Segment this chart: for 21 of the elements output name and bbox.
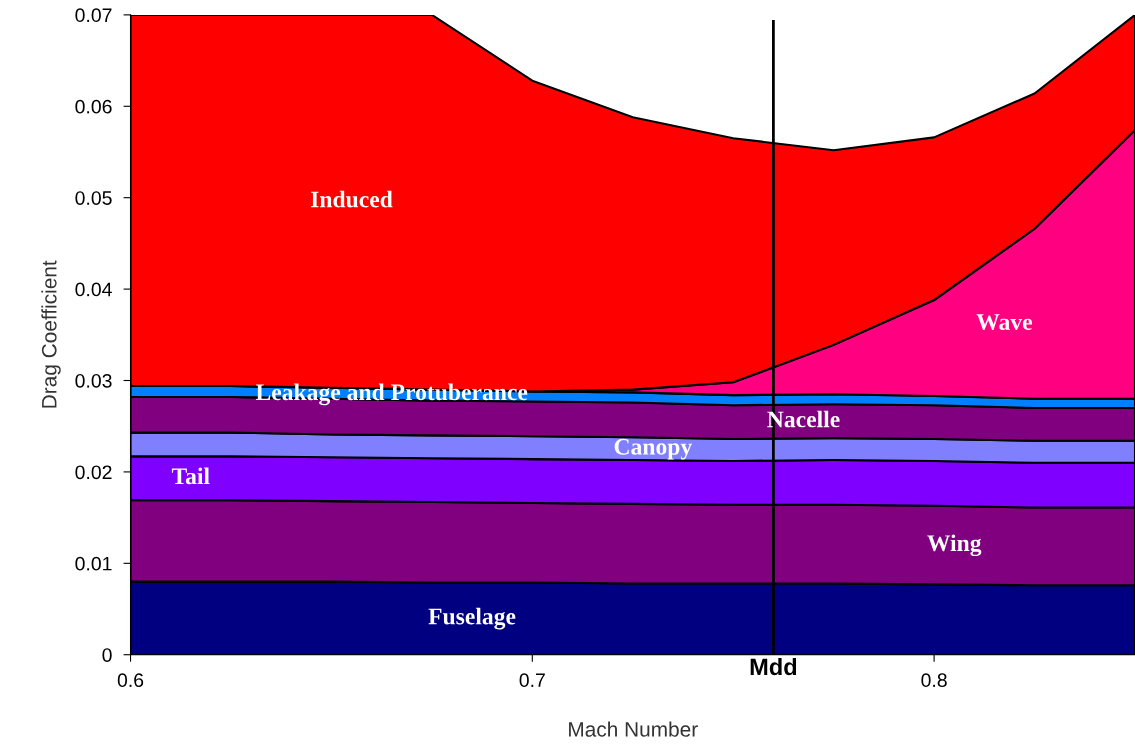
series-label: Tail — [171, 467, 210, 485]
x-tick-label: 0.7 — [519, 673, 545, 688]
series-label: Fuselage — [428, 607, 516, 630]
y-tick-label: 0.05 — [75, 191, 112, 205]
y-tick-label: 0.03 — [75, 373, 112, 388]
x-tick-label: 0.8 — [921, 673, 947, 688]
y-tick-label: 0.04 — [75, 282, 112, 297]
y-tick-label: 0 — [102, 648, 112, 662]
x-tick-label: 0.6 — [117, 673, 144, 688]
y-tick-label: 0.01 — [75, 556, 112, 571]
series-label: Induced — [310, 190, 393, 208]
series-label: Canopy — [614, 438, 692, 460]
series-label: Wave — [976, 314, 1033, 331]
y-tick-label: 0.06 — [75, 99, 112, 114]
series-label: Nacelle — [767, 410, 840, 428]
series-label: Wing — [927, 534, 982, 557]
ref-line-label: Mdd — [750, 657, 797, 676]
y-axis-title: Drag Coefficient — [41, 260, 61, 408]
x-axis-title: Mach Number — [569, 721, 698, 737]
y-tick-label: 0.02 — [75, 465, 112, 480]
y-tick-label: 0.07 — [75, 8, 112, 23]
